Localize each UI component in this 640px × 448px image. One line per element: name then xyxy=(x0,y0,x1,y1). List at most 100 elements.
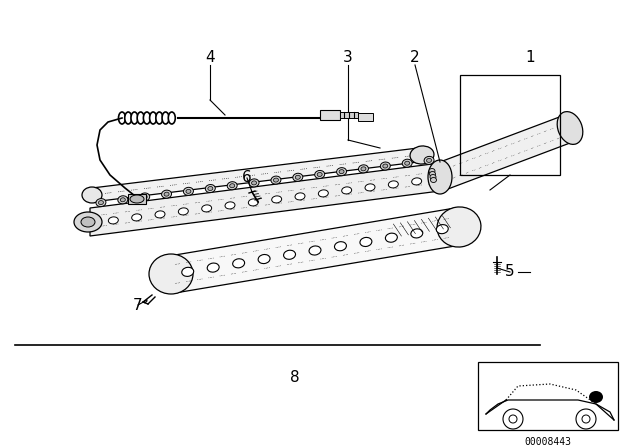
Ellipse shape xyxy=(295,193,305,200)
Text: 6: 6 xyxy=(242,171,252,185)
Ellipse shape xyxy=(156,112,163,124)
Ellipse shape xyxy=(429,172,435,177)
Ellipse shape xyxy=(249,179,259,187)
Ellipse shape xyxy=(318,190,328,197)
Bar xyxy=(320,110,340,120)
Ellipse shape xyxy=(383,164,388,168)
Ellipse shape xyxy=(436,224,448,234)
Ellipse shape xyxy=(118,112,125,124)
Bar xyxy=(460,75,560,175)
Bar xyxy=(340,112,358,118)
Ellipse shape xyxy=(428,160,452,194)
Ellipse shape xyxy=(252,181,257,185)
Ellipse shape xyxy=(430,167,458,187)
Polygon shape xyxy=(92,148,418,202)
Ellipse shape xyxy=(164,192,169,196)
Ellipse shape xyxy=(143,112,150,124)
Ellipse shape xyxy=(125,112,132,124)
Ellipse shape xyxy=(230,184,235,188)
Ellipse shape xyxy=(293,173,303,181)
Ellipse shape xyxy=(337,168,346,176)
Text: 3: 3 xyxy=(343,51,353,65)
Ellipse shape xyxy=(150,112,157,124)
Ellipse shape xyxy=(202,205,212,212)
Ellipse shape xyxy=(284,250,296,259)
Bar xyxy=(478,362,618,430)
Ellipse shape xyxy=(161,190,172,198)
Ellipse shape xyxy=(385,233,397,242)
Ellipse shape xyxy=(186,190,191,194)
Ellipse shape xyxy=(271,176,281,184)
Ellipse shape xyxy=(273,178,278,182)
Ellipse shape xyxy=(155,211,165,218)
Ellipse shape xyxy=(361,167,366,171)
Ellipse shape xyxy=(162,112,169,124)
Ellipse shape xyxy=(380,162,390,170)
Polygon shape xyxy=(90,163,440,236)
Ellipse shape xyxy=(309,246,321,255)
Ellipse shape xyxy=(437,207,481,247)
Ellipse shape xyxy=(258,254,270,263)
Ellipse shape xyxy=(342,187,351,194)
Ellipse shape xyxy=(317,172,322,177)
Ellipse shape xyxy=(335,241,346,251)
Bar xyxy=(128,194,146,204)
Ellipse shape xyxy=(227,182,237,190)
Ellipse shape xyxy=(248,199,259,206)
Text: 5: 5 xyxy=(505,264,515,280)
Ellipse shape xyxy=(233,259,244,268)
Ellipse shape xyxy=(140,193,150,201)
Text: 2: 2 xyxy=(410,51,420,65)
Ellipse shape xyxy=(81,217,95,227)
Text: 8: 8 xyxy=(290,370,300,385)
Ellipse shape xyxy=(118,196,128,204)
Ellipse shape xyxy=(411,229,423,238)
Ellipse shape xyxy=(96,198,106,207)
Ellipse shape xyxy=(142,195,147,199)
Bar xyxy=(358,113,373,121)
Ellipse shape xyxy=(427,159,431,163)
Ellipse shape xyxy=(315,170,324,178)
Ellipse shape xyxy=(410,146,434,164)
Ellipse shape xyxy=(225,202,235,209)
Ellipse shape xyxy=(424,156,434,164)
Text: 00008443: 00008443 xyxy=(525,437,572,447)
Ellipse shape xyxy=(412,178,422,185)
Ellipse shape xyxy=(339,170,344,174)
Ellipse shape xyxy=(149,254,193,294)
Ellipse shape xyxy=(402,159,412,167)
Ellipse shape xyxy=(130,195,144,203)
Text: 7: 7 xyxy=(133,297,143,313)
Ellipse shape xyxy=(182,267,194,276)
Ellipse shape xyxy=(120,198,125,202)
Ellipse shape xyxy=(205,185,215,193)
Ellipse shape xyxy=(208,186,213,190)
Ellipse shape xyxy=(365,184,375,191)
Ellipse shape xyxy=(137,112,144,124)
Ellipse shape xyxy=(430,175,436,180)
Ellipse shape xyxy=(589,391,603,403)
Text: 1: 1 xyxy=(525,51,535,65)
Ellipse shape xyxy=(74,212,102,232)
Ellipse shape xyxy=(404,161,410,165)
Ellipse shape xyxy=(132,214,141,221)
Ellipse shape xyxy=(184,187,193,195)
Ellipse shape xyxy=(429,168,435,173)
Ellipse shape xyxy=(272,196,282,203)
Polygon shape xyxy=(175,208,455,293)
Ellipse shape xyxy=(168,112,175,124)
Ellipse shape xyxy=(557,112,583,144)
Polygon shape xyxy=(440,113,570,192)
Text: 4: 4 xyxy=(205,51,215,65)
Ellipse shape xyxy=(99,201,104,205)
Ellipse shape xyxy=(82,187,102,203)
Ellipse shape xyxy=(131,112,138,124)
Ellipse shape xyxy=(295,175,300,179)
Ellipse shape xyxy=(431,177,436,182)
Ellipse shape xyxy=(207,263,219,272)
Ellipse shape xyxy=(388,181,398,188)
Ellipse shape xyxy=(179,208,188,215)
Ellipse shape xyxy=(358,165,369,173)
Ellipse shape xyxy=(108,217,118,224)
Ellipse shape xyxy=(360,237,372,246)
